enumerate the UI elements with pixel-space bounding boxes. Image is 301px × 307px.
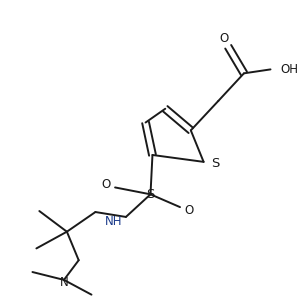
Text: OH: OH	[280, 63, 298, 76]
Text: S: S	[146, 188, 155, 201]
Text: NH: NH	[104, 216, 122, 228]
Text: O: O	[102, 178, 111, 191]
Text: N: N	[60, 276, 68, 289]
Text: O: O	[220, 33, 229, 45]
Text: O: O	[184, 204, 194, 216]
Text: S: S	[212, 157, 220, 170]
